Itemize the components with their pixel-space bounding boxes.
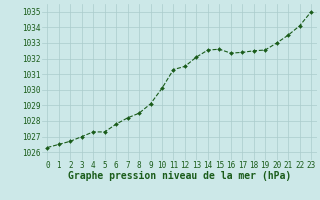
X-axis label: Graphe pression niveau de la mer (hPa): Graphe pression niveau de la mer (hPa): [68, 171, 291, 181]
